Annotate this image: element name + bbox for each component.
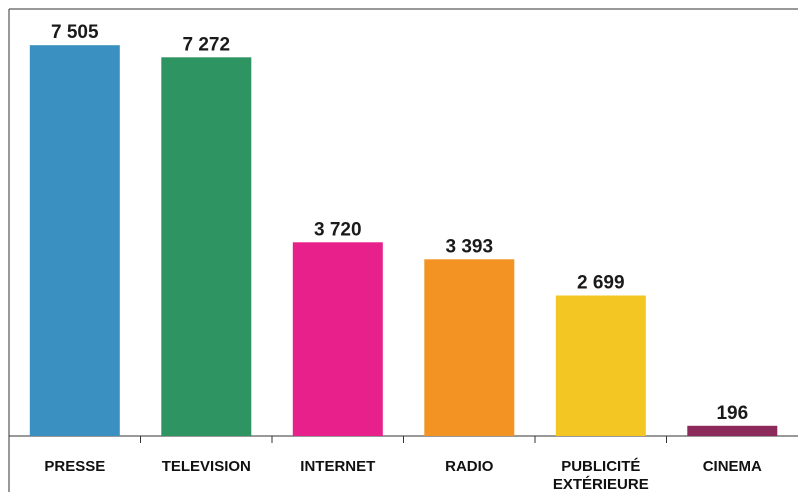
data-label: 7 272 (183, 34, 231, 55)
bar-presse (29, 45, 120, 436)
bar-television (161, 57, 252, 437)
category-label: EXTÉRIEURE (553, 476, 649, 492)
bar-internet (292, 242, 383, 436)
data-label: 3 393 (446, 236, 494, 257)
data-label: 7 505 (51, 22, 99, 43)
category-label: TELEVISION (162, 458, 251, 475)
category-label: PUBLICITÉ (561, 458, 640, 475)
bar-publicit-ext-rieure (555, 295, 646, 436)
category-label: CINEMA (703, 458, 762, 475)
category-label: INTERNET (300, 458, 375, 475)
category-label: RADIO (445, 458, 494, 475)
bar-radio (424, 259, 515, 436)
category-label: PRESSE (44, 458, 105, 475)
bar-cinema (687, 425, 778, 436)
data-label: 2 699 (577, 273, 625, 294)
data-label: 196 (716, 403, 748, 424)
data-label: 3 720 (314, 219, 362, 240)
